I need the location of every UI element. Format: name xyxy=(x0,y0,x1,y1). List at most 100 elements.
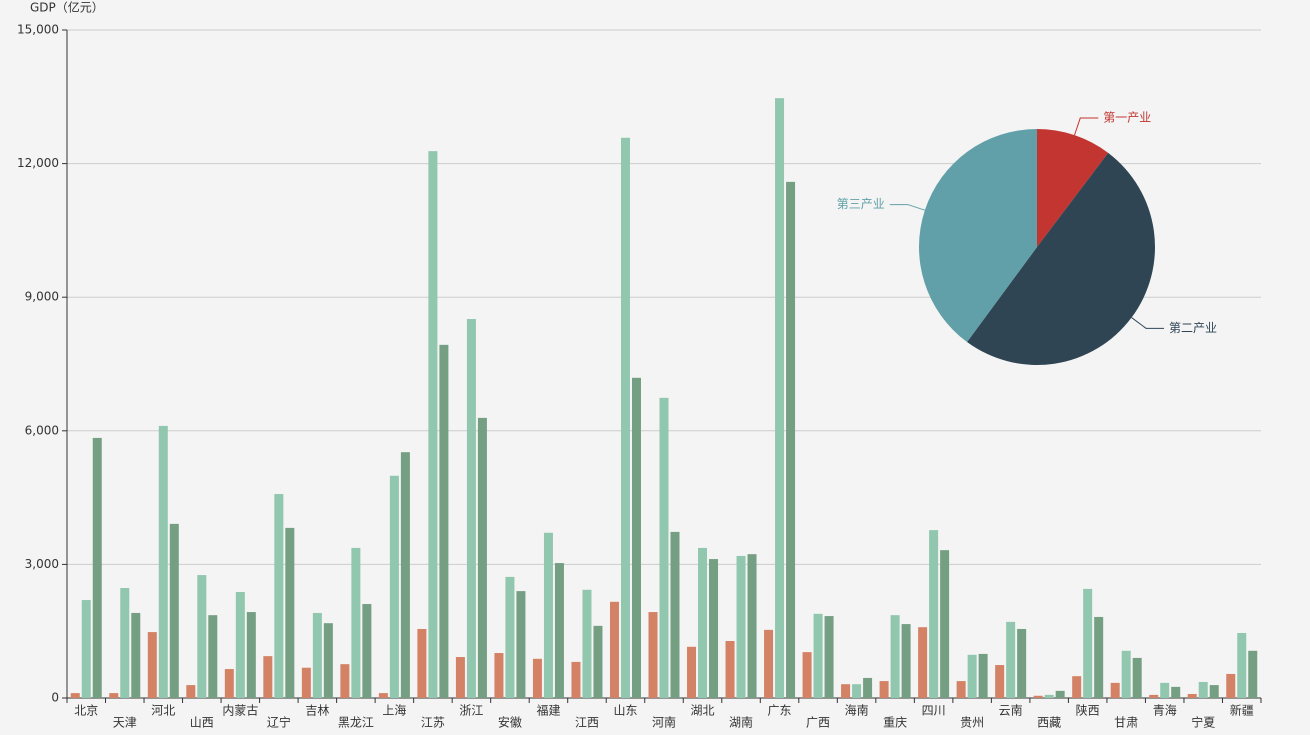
x-tick-label: 云南 xyxy=(999,703,1023,718)
y-tick-label: 0 xyxy=(51,691,59,705)
bar xyxy=(263,656,273,698)
x-tick-label: 内蒙古 xyxy=(222,703,258,718)
bar xyxy=(901,624,911,698)
bar xyxy=(1187,693,1197,698)
bar xyxy=(400,452,410,698)
pie-slice xyxy=(967,152,1155,365)
bar xyxy=(863,677,873,698)
bar xyxy=(351,547,361,698)
bar xyxy=(1248,650,1258,698)
x-tick-label: 广东 xyxy=(768,704,792,718)
bar xyxy=(428,151,438,698)
bar xyxy=(687,646,697,698)
x-tick-label: 湖北 xyxy=(691,703,715,718)
bar xyxy=(1006,621,1016,698)
y-tick-label: 6,000 xyxy=(25,423,59,437)
bar xyxy=(609,601,619,698)
y-tick-label: 3,000 xyxy=(25,557,59,571)
x-tick-label: 江西 xyxy=(575,716,599,730)
x-tick-label: 浙江 xyxy=(459,704,483,718)
x-tick-label: 江苏 xyxy=(421,716,445,730)
bar xyxy=(109,693,119,698)
bar xyxy=(466,319,476,698)
bar xyxy=(532,658,542,698)
bar xyxy=(235,592,245,698)
bar xyxy=(378,693,388,698)
bar xyxy=(940,550,950,698)
pie-label: 第三产业 xyxy=(837,197,885,211)
bar xyxy=(929,530,939,698)
x-tick-label: 海南 xyxy=(845,703,869,718)
x-tick-label: 四川 xyxy=(922,704,946,718)
bar xyxy=(81,600,91,698)
x-tick-label: 新疆 xyxy=(1230,703,1254,718)
bar xyxy=(709,559,719,698)
bar xyxy=(890,615,900,698)
bar xyxy=(1132,657,1142,698)
x-tick-label: 河北 xyxy=(151,704,175,718)
pie-slice xyxy=(919,129,1037,343)
bar xyxy=(786,181,796,699)
bar xyxy=(312,612,322,698)
x-tick-label: 河南 xyxy=(652,715,676,730)
bar xyxy=(186,685,196,698)
bar xyxy=(120,588,130,698)
bar xyxy=(593,625,603,698)
bar xyxy=(246,612,256,698)
bar xyxy=(918,627,928,698)
bar xyxy=(1017,628,1027,698)
bar xyxy=(1209,685,1219,698)
bar xyxy=(158,425,168,698)
bar xyxy=(285,527,295,698)
y-tick-label: 15,000 xyxy=(17,23,59,37)
bar xyxy=(852,684,862,698)
bar xyxy=(1044,694,1054,698)
bar xyxy=(659,397,669,698)
bar xyxy=(571,661,581,698)
bar xyxy=(92,437,102,698)
x-tick-label: 西藏 xyxy=(1037,716,1061,730)
bar xyxy=(813,613,823,698)
bar xyxy=(274,494,284,698)
x-tick-label: 甘肃 xyxy=(1114,716,1138,730)
bar xyxy=(802,652,812,698)
bar xyxy=(1083,588,1093,698)
bar xyxy=(631,377,641,698)
bar xyxy=(340,664,350,698)
pie-slice xyxy=(1037,129,1109,247)
bar xyxy=(1226,673,1236,698)
bar xyxy=(1198,681,1208,698)
label-line xyxy=(889,204,926,211)
y-axis-label: GDP（亿元） xyxy=(30,0,104,15)
label-line xyxy=(1131,317,1165,329)
x-tick-label: 福建 xyxy=(536,703,560,718)
bar xyxy=(147,632,157,698)
y-tick-label: 9,000 xyxy=(25,290,59,304)
x-tick-label: 湖南 xyxy=(729,715,753,730)
bar xyxy=(455,657,465,698)
bar xyxy=(1171,686,1181,698)
bar xyxy=(1110,682,1120,698)
bar xyxy=(1094,616,1104,698)
x-tick-label: 黑龙江 xyxy=(338,716,374,730)
bar xyxy=(725,640,735,698)
bar xyxy=(477,417,487,698)
bar xyxy=(995,665,1005,698)
label-line xyxy=(1074,117,1099,136)
x-tick-label: 安徽 xyxy=(498,715,522,730)
x-tick-label: 青海 xyxy=(1153,703,1177,718)
x-tick-label: 广西 xyxy=(806,716,830,730)
bar xyxy=(879,681,889,698)
bar xyxy=(417,628,427,698)
x-tick-label: 北京 xyxy=(74,704,98,718)
bar xyxy=(1072,676,1082,698)
bar xyxy=(554,563,564,698)
bar xyxy=(169,523,179,698)
bar xyxy=(620,137,630,699)
bar xyxy=(323,623,333,698)
bar xyxy=(70,693,80,698)
bar xyxy=(389,475,399,698)
pie-label: 第二产业 xyxy=(1169,321,1217,335)
x-tick-label: 山西 xyxy=(190,716,214,730)
